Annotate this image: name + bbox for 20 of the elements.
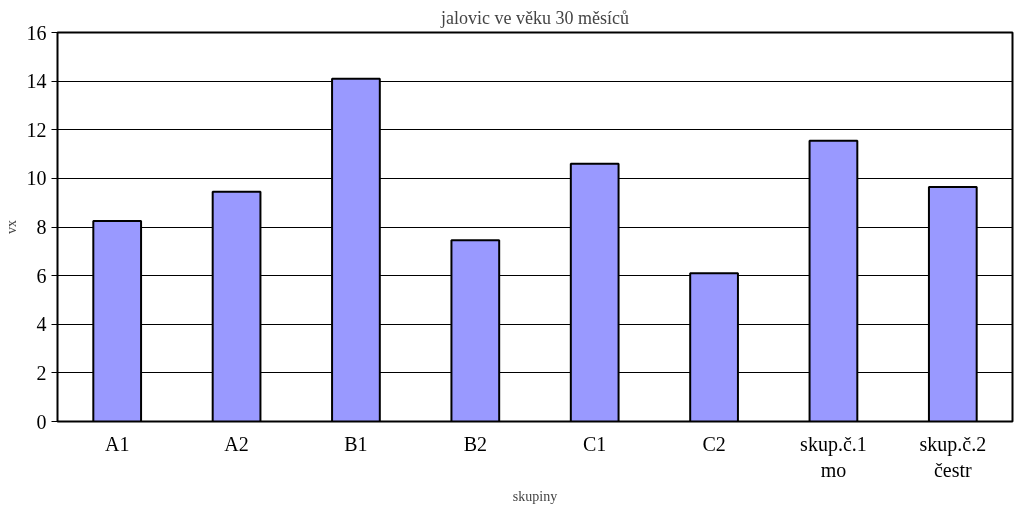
chart-title: jalovic ve věku 30 měsíců [440,7,629,28]
y-tick-label: 16 [26,21,47,44]
y-tick-label: 14 [26,70,47,93]
x-tick-label: A2 [224,432,249,455]
y-tick-label: 0 [36,410,47,433]
x-tick-label: C1 [583,432,607,455]
y-axis-title: vx [3,220,19,234]
y-tick-label: 8 [36,216,47,238]
x-tick-label: B1 [344,432,368,455]
y-tick-label: 4 [36,313,47,336]
y-tick-label: 6 [36,264,47,287]
y-tick-label: 10 [26,167,47,190]
x-tick-label: B2 [463,432,487,455]
y-tick-label: 2 [36,361,47,384]
x-axis-title: skupiny [512,488,558,504]
x-tick-label: C2 [702,432,726,455]
x-tick-label: skup.č.2 čestr [919,432,987,481]
y-tick-label: 12 [26,118,47,141]
x-tick-label: A1 [104,432,130,455]
x-tick-label: skup.č.1 mo [800,432,867,481]
